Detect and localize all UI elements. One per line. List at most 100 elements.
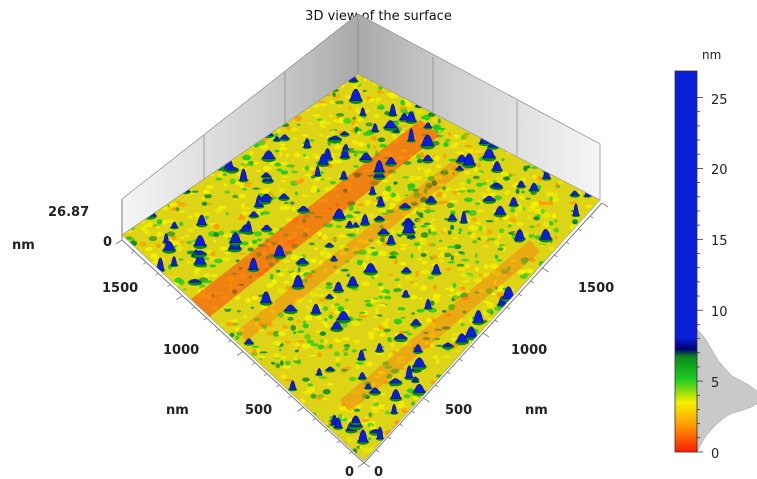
surface-grain bbox=[468, 225, 478, 231]
surface-grain bbox=[319, 250, 326, 257]
surface-grain bbox=[318, 100, 327, 104]
surface-grain bbox=[259, 351, 268, 354]
surface-grain bbox=[253, 317, 261, 322]
surface-peak bbox=[351, 418, 360, 423]
surface-grain bbox=[204, 211, 209, 216]
surface-grain bbox=[475, 202, 481, 206]
surface-grain bbox=[282, 364, 291, 370]
surface-grain bbox=[257, 326, 263, 332]
surface-grain bbox=[436, 202, 441, 205]
surface-grain bbox=[354, 107, 360, 113]
surface-grain bbox=[334, 303, 341, 307]
surface-grain bbox=[527, 215, 532, 220]
surface-grain bbox=[361, 393, 367, 399]
surface-grain bbox=[448, 304, 456, 311]
tick-mark bbox=[542, 267, 549, 273]
surface-grain bbox=[128, 237, 135, 241]
surface-grain bbox=[260, 211, 264, 216]
tick-mark bbox=[324, 429, 328, 432]
surface-grain bbox=[494, 286, 498, 290]
surface-grain bbox=[340, 406, 346, 411]
surface-grain bbox=[304, 333, 311, 340]
surface-grain bbox=[417, 245, 422, 252]
colorbar-tick-15: 15 bbox=[711, 234, 728, 249]
surface-grain bbox=[182, 288, 187, 291]
surface-peak bbox=[163, 241, 176, 251]
surface-grain bbox=[322, 388, 331, 395]
surface-grain bbox=[251, 295, 259, 301]
surface-grain bbox=[411, 208, 417, 215]
surface-grain bbox=[318, 376, 328, 379]
tick-mark bbox=[263, 373, 268, 377]
colorbar-gradient bbox=[674, 70, 698, 453]
colorbar-histogram bbox=[696, 329, 757, 453]
surface-grain bbox=[477, 162, 481, 168]
surface-peak bbox=[378, 228, 389, 234]
surface-peak bbox=[289, 380, 297, 390]
surface-grain bbox=[213, 239, 217, 244]
surface-grain bbox=[305, 274, 314, 279]
surface-grain bbox=[215, 177, 222, 181]
surface-grain bbox=[446, 267, 452, 272]
colorbar-tick-5: 5 bbox=[711, 376, 719, 391]
surface-grain bbox=[378, 250, 387, 257]
surface-grain bbox=[234, 295, 240, 300]
surface-grain bbox=[353, 403, 362, 410]
surface-grain bbox=[528, 269, 533, 273]
surface-grain bbox=[453, 296, 460, 301]
surface-grain bbox=[438, 254, 445, 258]
right-axis-unit-label: nm bbox=[525, 403, 548, 418]
surface-grain bbox=[352, 339, 361, 344]
surface-grain bbox=[236, 310, 241, 313]
surface-grain bbox=[332, 92, 336, 97]
surface-grain bbox=[357, 130, 361, 135]
surface-peak bbox=[376, 426, 384, 440]
tick-mark bbox=[130, 250, 135, 254]
surface-grain bbox=[432, 337, 441, 340]
surface-grain bbox=[304, 278, 308, 283]
surface-grain bbox=[386, 209, 395, 214]
surface-grain bbox=[525, 197, 531, 200]
surface-grain bbox=[238, 216, 246, 221]
surface-grain bbox=[297, 359, 301, 365]
surface-grain bbox=[421, 115, 427, 120]
surface-grain bbox=[329, 100, 334, 105]
surface-grain bbox=[235, 259, 240, 263]
surface-grain bbox=[359, 445, 363, 449]
surface-grain bbox=[178, 221, 184, 227]
surface-grain bbox=[384, 295, 392, 300]
surface-grain bbox=[478, 225, 484, 232]
surface-grain bbox=[440, 200, 449, 204]
surface-grain bbox=[346, 233, 354, 237]
tick-mark bbox=[458, 358, 463, 362]
surface-grain bbox=[460, 272, 468, 278]
surface-grain bbox=[343, 247, 350, 252]
right-axis-tick-marks bbox=[363, 202, 609, 468]
surface-grain bbox=[319, 331, 326, 336]
surface-grain bbox=[423, 337, 430, 340]
surface-grain bbox=[306, 306, 311, 310]
surface-peak bbox=[384, 120, 397, 129]
surface-grain bbox=[461, 258, 469, 262]
tick-mark bbox=[236, 351, 244, 356]
surface-grain bbox=[568, 201, 578, 204]
surface-grain bbox=[207, 250, 211, 255]
surface-grain bbox=[346, 273, 350, 277]
surface-grain bbox=[554, 218, 558, 223]
surface-grain bbox=[304, 173, 313, 177]
surface-grain bbox=[374, 114, 381, 118]
surface-grain bbox=[435, 344, 443, 347]
surface-grain bbox=[233, 198, 238, 201]
surface-grain bbox=[386, 373, 393, 379]
tick-mark bbox=[348, 451, 353, 455]
surface-grain bbox=[225, 321, 235, 327]
surface-grain bbox=[302, 377, 310, 382]
surface-grain bbox=[463, 148, 471, 152]
surface-peak bbox=[330, 255, 338, 261]
surface-grain bbox=[455, 151, 465, 155]
surface-grain bbox=[474, 253, 478, 258]
surface-grain bbox=[507, 189, 511, 194]
surface-grain bbox=[404, 194, 409, 197]
surface-grain bbox=[243, 315, 248, 318]
surface-peak bbox=[229, 232, 242, 243]
